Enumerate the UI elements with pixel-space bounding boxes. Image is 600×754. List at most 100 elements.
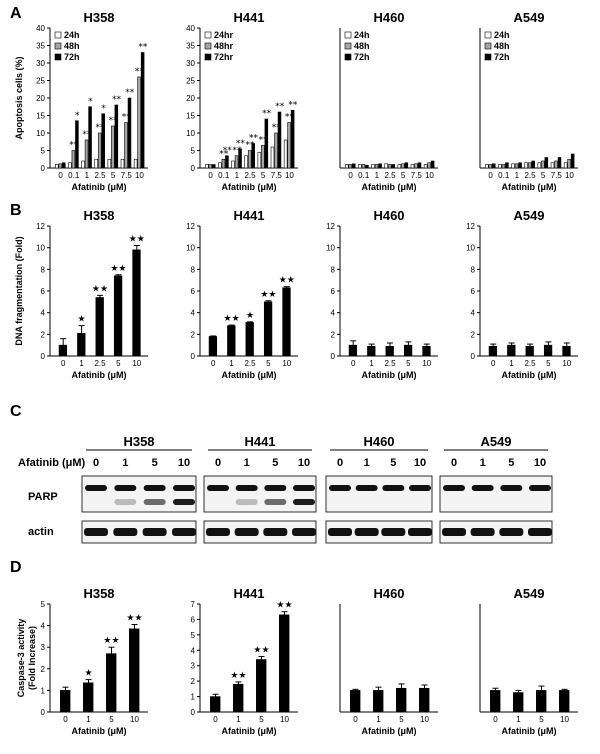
x-tick-label: 1 [516,715,521,724]
bar [279,614,290,713]
legend-swatch [204,31,212,39]
band-cleaved-parp [235,499,258,505]
band-actin [499,528,524,536]
bar [244,155,248,169]
chart-title: H460 [373,586,404,601]
y-tick-label: 10 [186,129,195,138]
x-axis-label: Afatinib (μM) [72,726,127,736]
bar [140,52,145,169]
x-tick-label: 5 [541,171,546,180]
blot-membrane-parp [81,475,197,513]
significance-mark: * [88,97,93,107]
band-parp [329,485,351,491]
blot-dose-label: 10 [534,457,546,469]
bar [212,164,216,169]
bar [345,164,349,169]
bar [113,275,123,357]
band-cleaved-parp [173,499,195,505]
chart-title: H358 [83,586,114,601]
bar [132,249,141,357]
bar [274,132,278,169]
bar [422,345,431,357]
x-tick-label: 10 [282,359,291,368]
significance-mark: ** [285,113,295,123]
y-tick-label: 8 [41,265,46,274]
legend-label: 24h [64,30,80,40]
x-tick-label: 5 [109,715,114,724]
x-tick-label: 1 [236,715,241,724]
bar [348,164,353,169]
blot-dose-label: 5 [390,457,396,469]
band-parp [264,485,287,491]
x-axis-label: Afatinib (μM) [502,370,557,380]
x-tick-label: 2.5 [244,359,256,368]
x-tick-label: 5 [406,359,411,368]
x-tick-label: 1 [235,171,240,180]
y-tick-label: 20 [36,94,45,103]
y-tick-label: 0 [471,352,476,361]
bar [133,158,138,169]
significance-mark: * [75,111,80,121]
chart-b-h460: H460 0 2 4 6 8 10 12 0 1 2.5 5 10 Afatinib (μM) [326,208,438,380]
y-axis-label: DNA fragmentation (Fold) [14,236,24,345]
band-parp [529,485,551,491]
y-tick-label: 8 [191,265,196,274]
bar [401,163,405,169]
legend-label: 48h [64,41,80,51]
blot-dose-label: 1 [364,457,370,469]
x-tick-label: 10 [280,715,289,724]
legend-swatch [484,31,492,39]
bar [137,76,141,169]
bar [397,164,402,169]
significance-mark: ★★ [129,235,145,245]
legend-label: 24h [494,30,510,40]
y-tick-label: 10 [186,244,195,253]
bar [374,164,379,169]
blot-dose-label: 5 [508,457,514,469]
bar [58,344,68,357]
x-tick-label: 2.5 [94,359,106,368]
y-tick-label: 12 [36,222,45,231]
x-axis-label: Afatinib (μM) [222,182,277,192]
significance-mark: ★ [78,315,86,325]
x-tick-label: 2.5 [94,171,106,180]
band-cleaved-parp [293,499,315,505]
y-tick-label: 10 [36,244,45,253]
y-tick-label: 2 [331,330,336,339]
blot-cell-line: H358 [123,434,154,449]
chart-d-h441: H441 0 1 2 3 4 5 6 7 0 1 5 10 ★★ ★★ ★★ Afatinib (μM) [191,586,298,736]
y-tick-label: 0 [41,708,46,717]
y-tick-label: 10 [326,244,335,253]
band-actin [408,528,432,536]
bar [81,160,85,169]
y-tick-label: 5 [41,600,46,609]
bar [488,164,493,169]
band-parp [293,485,315,491]
x-axis-label: Afatinib (μM) [502,726,557,736]
legend-label: 72h [354,52,370,62]
bar [261,144,265,169]
bar [68,162,72,169]
y-tick-label: 10 [36,129,45,138]
x-tick-label: 0 [61,359,66,368]
bar [410,164,415,169]
bar [373,690,384,713]
legend-swatch [484,42,492,50]
y-tick-label: 3 [191,662,196,671]
significance-mark: ** [96,123,106,133]
y-tick-label: 2 [471,330,476,339]
bar [378,163,382,169]
bar [263,301,273,357]
blot-dose-label: 0 [451,457,457,469]
bar [559,690,570,713]
significance-mark: ** [275,102,285,112]
significance-mark: ** [112,95,122,105]
x-tick-label: 5 [399,715,404,724]
legend-swatch [484,53,492,61]
chart-title: H441 [233,586,264,601]
band-actin [381,528,406,536]
band-parp [500,485,523,491]
x-tick-label: 10 [135,171,144,180]
